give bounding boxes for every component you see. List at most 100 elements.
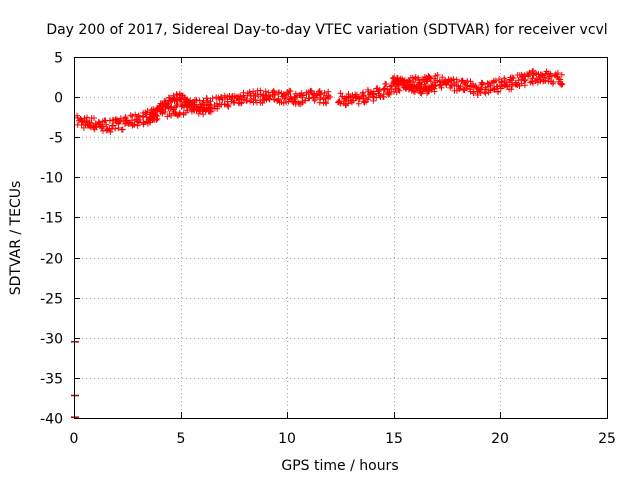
data-point — [275, 95, 282, 102]
data-point — [162, 109, 169, 115]
data-point — [376, 88, 383, 94]
y-tick-label: -35 — [40, 372, 63, 388]
data-point — [370, 91, 377, 98]
y-tick-label: -25 — [40, 292, 63, 308]
data-point — [468, 82, 475, 89]
data-point — [521, 82, 528, 89]
data-point — [522, 76, 528, 83]
y-tick-label: -20 — [40, 252, 63, 268]
data-point — [154, 105, 161, 111]
plot-area — [71, 67, 566, 418]
y-tick-label: -15 — [40, 211, 63, 227]
data-point — [550, 79, 557, 86]
data-point — [209, 95, 216, 102]
data-point — [307, 88, 314, 94]
x-tick-label: 15 — [385, 431, 403, 447]
data-point — [323, 100, 330, 107]
x-axis-label: GPS time / hours — [281, 458, 398, 474]
y-tick-label: -30 — [40, 332, 63, 348]
data-point — [119, 126, 126, 133]
data-point — [383, 81, 390, 87]
data-point — [457, 85, 464, 92]
data-point — [287, 88, 294, 95]
data-point — [509, 74, 516, 81]
data-point — [84, 114, 90, 121]
y-tick-label: 5 — [54, 51, 63, 67]
data-point — [112, 125, 119, 132]
data-point — [478, 81, 485, 88]
data-point — [541, 74, 548, 81]
chart-title: Day 200 of 2017, Sidereal Day-to-day VTE… — [46, 22, 607, 38]
data-point — [300, 92, 306, 99]
data-point — [195, 110, 202, 117]
data-point — [325, 95, 332, 102]
y-axis-label: SDTVAR / TECUs — [8, 181, 24, 296]
data-point — [312, 92, 318, 99]
data-point — [91, 115, 97, 121]
data-point — [409, 74, 416, 81]
plot-frame — [74, 57, 608, 419]
data-point — [131, 121, 138, 128]
data-point — [521, 77, 528, 84]
data-point — [350, 97, 357, 104]
data-point — [150, 116, 157, 123]
data-point — [396, 87, 403, 94]
data-point — [386, 90, 393, 97]
data-point — [337, 90, 344, 97]
data-point — [431, 85, 438, 92]
data-point — [153, 112, 160, 119]
data-point — [380, 93, 386, 100]
data-point — [284, 89, 291, 96]
data-point — [282, 95, 288, 102]
data-point — [86, 123, 93, 130]
data-point — [473, 84, 480, 91]
data-point — [228, 93, 235, 100]
data-point — [103, 121, 110, 128]
x-tick-label: 25 — [598, 431, 616, 447]
data-point — [99, 118, 106, 125]
data-point — [439, 74, 446, 81]
data-point — [515, 77, 522, 84]
data-point — [83, 118, 90, 125]
data-point — [230, 99, 237, 106]
data-point — [559, 81, 566, 88]
data-point — [225, 103, 232, 110]
data-point — [80, 124, 87, 131]
data-point — [426, 74, 433, 80]
data-point — [432, 82, 439, 89]
data-point — [410, 88, 417, 95]
x-tick-label: 20 — [491, 431, 509, 447]
data-point — [159, 104, 166, 111]
data-point — [247, 98, 254, 105]
data-point — [503, 82, 510, 89]
data-point — [498, 78, 505, 85]
data-point — [415, 74, 422, 81]
data-point — [132, 111, 139, 118]
data-point — [343, 94, 350, 101]
x-tick-label: 10 — [278, 431, 296, 447]
data-point — [325, 88, 332, 95]
y-tick-label: -5 — [49, 131, 63, 147]
data-point — [349, 92, 356, 99]
data-point — [463, 85, 470, 92]
data-point — [213, 100, 220, 107]
data-point — [137, 117, 144, 123]
data-point — [477, 85, 484, 92]
data-point — [272, 91, 278, 98]
data-point — [110, 122, 117, 129]
data-point — [202, 107, 209, 114]
data-point — [532, 70, 539, 77]
data-point — [466, 86, 473, 93]
data-point — [172, 104, 179, 111]
data-point — [168, 112, 175, 119]
data-point — [510, 75, 517, 82]
data-point — [74, 114, 81, 121]
data-point — [125, 120, 132, 127]
data-point — [491, 78, 498, 85]
data-point — [558, 80, 565, 87]
x-tick-label: 0 — [70, 431, 79, 447]
data-point — [548, 73, 555, 80]
data-point — [318, 91, 324, 98]
data-point — [276, 99, 283, 106]
